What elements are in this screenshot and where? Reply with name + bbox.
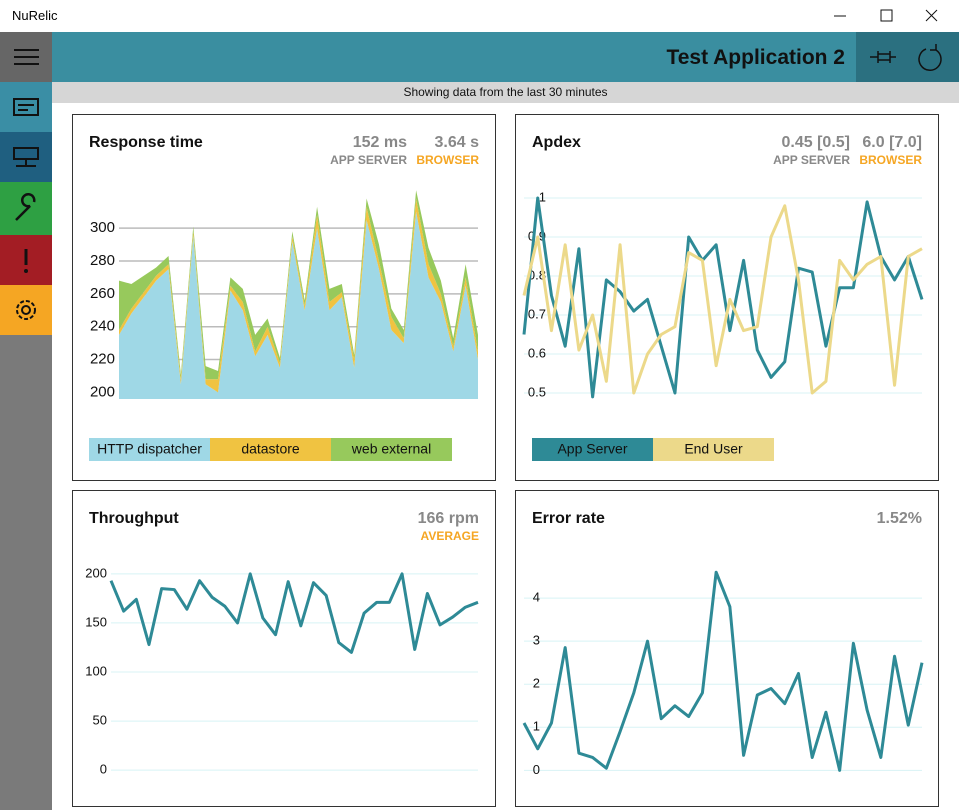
y-tick-label: 300 — [90, 219, 115, 236]
y-tick-label: 0 — [100, 762, 107, 777]
y-tick-label: 260 — [90, 285, 115, 302]
y-tick-label: 4 — [533, 590, 540, 605]
legend-swatch — [89, 438, 210, 461]
overview-button[interactable] — [0, 82, 52, 132]
tools-icon — [15, 193, 36, 221]
y-tick-label: 50 — [93, 713, 107, 728]
legend-label: web external — [351, 441, 431, 457]
chart-title: Response time — [89, 134, 203, 151]
settings-icon — [16, 300, 36, 320]
y-tick-label: 150 — [85, 614, 107, 629]
y-tick-label: 280 — [90, 252, 115, 269]
chart-panel: Error rate 1.52% 0 1 2 3 4 — [515, 490, 939, 807]
y-tick-label: 0 — [533, 762, 540, 777]
chart: Response time 152 ms APP SERVER 3.64 s BROWS… — [89, 134, 480, 461]
chart: Error rate 1.52% 0 1 2 3 4 — [522, 510, 924, 777]
line-series — [522, 196, 924, 399]
chart-title: Throughput — [89, 510, 179, 527]
header-buttons — [856, 32, 959, 82]
legend-label: HTTP dispatcher — [97, 441, 202, 457]
stat-value: 3.64 s — [435, 134, 480, 151]
settings-button[interactable] — [0, 285, 52, 335]
y-tick-label: 0.7 — [528, 306, 546, 321]
subtitle-bar: Showing data from the last 30 minutes — [52, 82, 959, 103]
window-title: NuRelic — [12, 8, 58, 23]
legend-label: App Server — [557, 441, 627, 457]
chart: Apdex 0.45 [0.5] APP SERVER 6.0 [7.0] BROWSE… — [522, 134, 924, 461]
chart-title: Error rate — [532, 510, 605, 527]
line-series — [522, 204, 923, 395]
y-tick-label: 200 — [90, 383, 115, 400]
alerts-icon — [24, 249, 28, 273]
maximize-button[interactable] — [880, 9, 893, 22]
y-tick-label: 240 — [90, 318, 115, 335]
stat-label: APP SERVER — [330, 153, 407, 167]
line-series — [522, 570, 924, 772]
y-tick-label: 100 — [85, 663, 107, 678]
stat-label: BROWSER — [416, 153, 479, 167]
legend-swatch — [532, 438, 653, 461]
app-title: Test Application 2 — [666, 46, 845, 69]
stat-value: 0.45 [0.5] — [782, 134, 850, 151]
menu-icon — [14, 49, 39, 65]
area-band — [119, 211, 478, 399]
chart: Throughput 166 rpm AVERAGE 0 50 100 150 200 — [85, 510, 479, 777]
line-series — [109, 572, 479, 654]
stat-label: BROWSER — [859, 153, 922, 167]
legend-label: End User — [684, 441, 743, 457]
stat-label: APP SERVER — [773, 153, 850, 167]
chart-panel: Throughput 166 rpm AVERAGE 0 50 100 150 200 — [72, 490, 496, 807]
stat-value: 166 rpm — [418, 510, 479, 527]
stat-value: 1.52% — [877, 510, 922, 527]
legend-swatch — [210, 438, 331, 461]
pin-button[interactable] — [870, 51, 896, 63]
legend-swatch — [331, 438, 452, 461]
chart-panel: Response time 152 ms APP SERVER 3.64 s BROWS… — [72, 114, 496, 481]
alerts-button[interactable] — [0, 235, 52, 285]
title-bar: NuRelic — [0, 0, 959, 32]
stat-value: 152 ms — [353, 134, 407, 151]
legend-label: datastore — [241, 441, 300, 457]
header: Test Application 2 — [52, 32, 959, 82]
header-icons — [870, 44, 942, 71]
stat-value: 6.0 [7.0] — [862, 134, 922, 151]
servers-icon — [13, 147, 39, 167]
sidebar — [0, 32, 52, 810]
y-tick-label: 0.6 — [528, 345, 546, 360]
close-button[interactable] — [925, 9, 938, 22]
dashboard: Response time 152 ms APP SERVER 3.64 s BROWS… — [52, 103, 959, 810]
chart-title: Apdex — [532, 134, 581, 151]
y-tick-label: 1 — [533, 719, 540, 734]
y-tick-label: 220 — [90, 351, 115, 368]
window-controls — [834, 9, 938, 22]
servers-button[interactable] — [0, 132, 52, 182]
overview-icon — [13, 98, 39, 116]
y-tick-label: 2 — [533, 676, 540, 691]
y-tick-label: 0.5 — [528, 384, 546, 399]
y-tick-label: 1 — [539, 189, 546, 204]
stat-label: AVERAGE — [421, 529, 479, 543]
y-tick-label: 200 — [85, 565, 107, 580]
chart-panel: Apdex 0.45 [0.5] APP SERVER 6.0 [7.0] BROWSE… — [515, 114, 939, 481]
legend-swatch — [653, 438, 774, 461]
y-tick-label: 3 — [533, 633, 540, 648]
tools-button[interactable] — [0, 182, 52, 235]
menu-button[interactable] — [0, 32, 52, 82]
refresh-button[interactable] — [918, 44, 942, 71]
